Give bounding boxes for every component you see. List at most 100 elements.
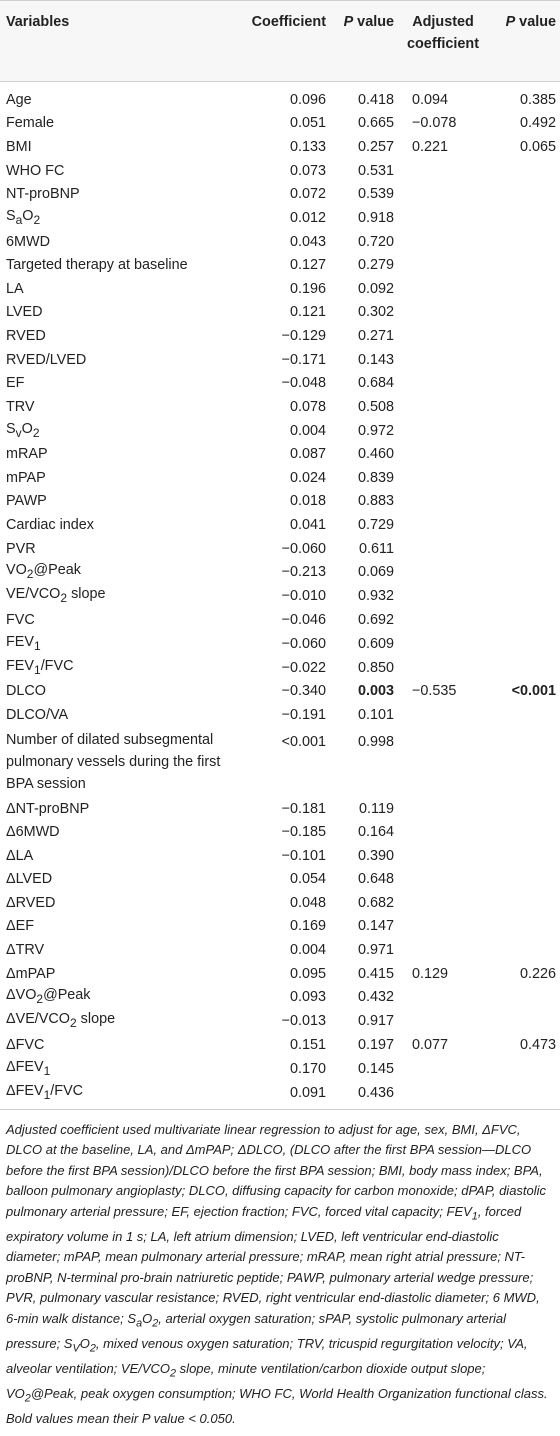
adjusted-p-value-cell — [488, 206, 560, 230]
table-row: ΔVO2@Peak 0.093 0.432 — [0, 985, 560, 1009]
table-row: ΔEF 0.169 0.147 — [0, 915, 560, 939]
adjusted-p-value-cell — [488, 490, 560, 514]
coefficient-cell: −0.060 — [281, 635, 326, 652]
variable-cell: VE/VCO2 slope — [6, 586, 106, 606]
coefficient-cell: 0.078 — [289, 398, 326, 415]
p-value-cell: 0.101 — [357, 706, 394, 723]
table-row: RVED −0.129 0.271 — [0, 324, 560, 348]
coefficient-cell: −0.213 — [281, 564, 326, 581]
variable-cell: ΔFEV1/FVC — [0, 1080, 234, 1110]
table-row: 6MWD 0.043 0.720 — [0, 230, 560, 254]
adjusted-p-value-cell — [488, 985, 560, 1009]
adjusted-p-value-cell — [488, 537, 560, 561]
variable-cell: mPAP — [6, 469, 46, 486]
adjusted-coefficient-cell — [398, 159, 488, 183]
adjusted-coefficient-cell: −0.078 — [412, 115, 457, 132]
p-value-cell: 0.415 — [357, 965, 394, 982]
table-row: Female 0.051 0.665 −0.078 0.492 — [0, 112, 560, 136]
adjusted-coefficient-cell — [398, 371, 488, 395]
table-row: ΔVE/VCO2 slope −0.013 0.917 — [0, 1009, 560, 1033]
variable-cell: ΔNT-proBNP — [6, 800, 90, 817]
coefficient-cell: −0.010 — [281, 588, 326, 605]
table-row: PVR −0.060 0.611 — [0, 537, 560, 561]
table-row: RVED/LVED −0.171 0.143 — [0, 348, 560, 372]
adjusted-coefficient-cell — [398, 490, 488, 514]
coefficient-cell: 0.018 — [289, 493, 326, 510]
p-value-cell: 0.508 — [357, 398, 394, 415]
table-row: Δ6MWD −0.185 0.164 — [0, 820, 560, 844]
p-value-cell: 0.164 — [357, 824, 394, 841]
variable-cell: DLCO/VA — [6, 706, 69, 723]
adjusted-coefficient-cell: 0.077 — [412, 1037, 449, 1054]
adjusted-coefficient-cell — [398, 797, 488, 821]
variable-cell: FVC — [6, 611, 35, 628]
coefficient-cell: 0.121 — [289, 304, 326, 321]
adjusted-p-value-cell: 0.492 — [519, 115, 556, 132]
adjusted-p-value-cell — [488, 820, 560, 844]
p-value-cell: 0.692 — [357, 611, 394, 628]
p-value-cell: 0.539 — [357, 186, 394, 203]
coefficient-cell: −0.048 — [281, 375, 326, 392]
coefficient-cell: 0.043 — [289, 233, 326, 250]
table-row: Targeted therapy at baseline 0.127 0.279 — [0, 253, 560, 277]
adjusted-coefficient-cell — [398, 1057, 488, 1081]
adjusted-p-value-cell — [488, 513, 560, 537]
adjusted-coefficient-cell — [398, 537, 488, 561]
coefficient-cell: 0.091 — [234, 1080, 330, 1110]
p-value-cell: 0.418 — [357, 91, 394, 108]
p-value-cell: 0.932 — [357, 588, 394, 605]
coefficient-cell: −0.060 — [281, 540, 326, 557]
adjusted-coefficient-cell — [398, 632, 488, 656]
coefficient-cell: 0.170 — [289, 1060, 326, 1077]
p-value-cell: 0.436 — [330, 1080, 398, 1110]
variable-cell: ΔVO2@Peak — [6, 987, 91, 1007]
table-row: LA 0.196 0.092 — [0, 277, 560, 301]
table-footnote: Adjusted coefficient used multivariate l… — [6, 1121, 548, 1427]
adjusted-p-value-cell — [488, 891, 560, 915]
adjusted-p-value-cell — [488, 348, 560, 372]
variable-cell: Cardiac index — [6, 517, 94, 534]
coefficient-cell: <0.001 — [281, 733, 326, 750]
variable-cell: Age — [6, 91, 32, 108]
coefficient-cell: 0.051 — [289, 115, 326, 132]
variable-cell: Δ6MWD — [6, 824, 60, 841]
adjusted-p-value-cell — [488, 584, 560, 608]
adjusted-coefficient-cell — [398, 820, 488, 844]
table-row: mRAP 0.087 0.460 — [0, 442, 560, 466]
variable-cell: LVED — [6, 304, 43, 321]
p-value-cell: 0.839 — [357, 469, 394, 486]
adjusted-p-value-cell — [488, 844, 560, 868]
adjusted-coefficient-cell — [398, 938, 488, 962]
p-value-cell: 0.648 — [357, 871, 394, 888]
variable-cell: ΔTRV — [6, 942, 45, 959]
p-value-cell: 0.850 — [357, 659, 394, 676]
table-row: ΔmPAP 0.095 0.415 0.129 0.226 — [0, 962, 560, 986]
variable-cell: ΔVE/VCO2 slope — [6, 1011, 116, 1031]
adjusted-p-value-cell: 0.385 — [519, 91, 556, 108]
variable-cell: SvO2 — [6, 420, 40, 440]
coefficient-cell: 0.127 — [289, 257, 326, 274]
adjusted-p-value-cell — [488, 253, 560, 277]
header-p2-text: value — [515, 14, 556, 30]
p-value-cell: 0.390 — [357, 847, 394, 864]
variable-cell: VO2@Peak — [6, 562, 81, 582]
table-row: ΔLVED 0.054 0.648 — [0, 868, 560, 892]
table-row: VE/VCO2 slope −0.010 0.932 — [0, 584, 560, 608]
table-row: WHO FC 0.073 0.531 — [0, 159, 560, 183]
coefficient-cell: 0.073 — [289, 162, 326, 179]
coefficient-cell: −0.171 — [281, 351, 326, 368]
coefficient-cell: 0.133 — [289, 138, 326, 155]
p-value-cell: 0.609 — [357, 635, 394, 652]
adjusted-p-value-cell — [488, 466, 560, 490]
adjusted-coefficient-cell — [398, 844, 488, 868]
coefficient-cell: 0.169 — [289, 918, 326, 935]
variable-cell: mRAP — [6, 446, 48, 463]
variable-cell: Female — [6, 115, 54, 132]
coefficient-cell: −0.340 — [281, 683, 326, 700]
coefficient-cell: 0.048 — [289, 894, 326, 911]
table-row: PAWP 0.018 0.883 — [0, 490, 560, 514]
adjusted-coefficient-cell — [398, 891, 488, 915]
adjusted-coefficient-cell: 0.094 — [412, 91, 449, 108]
header-p2-italic: P — [505, 14, 516, 30]
adjusted-coefficient-cell — [398, 230, 488, 254]
